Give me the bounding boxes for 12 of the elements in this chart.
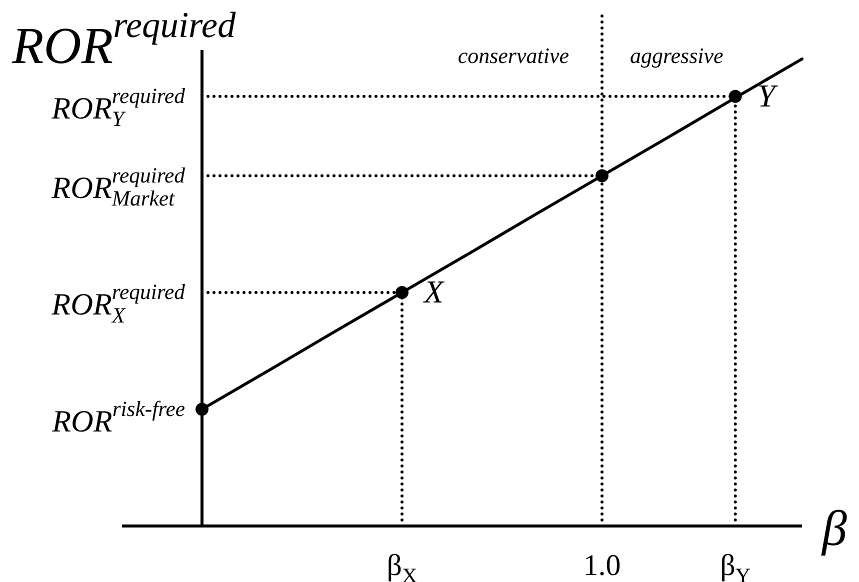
annotation: ROR$^{risk-free}$	[51, 396, 186, 438]
point	[728, 90, 742, 103]
annotation: X	[422, 274, 445, 310]
annotation: aggressive	[630, 43, 724, 68]
y-axis-title: ROR$^{required}$	[11, 5, 237, 75]
point	[196, 402, 208, 416]
point	[596, 169, 608, 182]
point	[396, 286, 408, 299]
x-axis-title: β	[821, 500, 847, 556]
annotation: conservative	[458, 43, 570, 68]
annotation: Y	[757, 77, 778, 114]
x-tick-label: 1.0	[583, 549, 621, 582]
